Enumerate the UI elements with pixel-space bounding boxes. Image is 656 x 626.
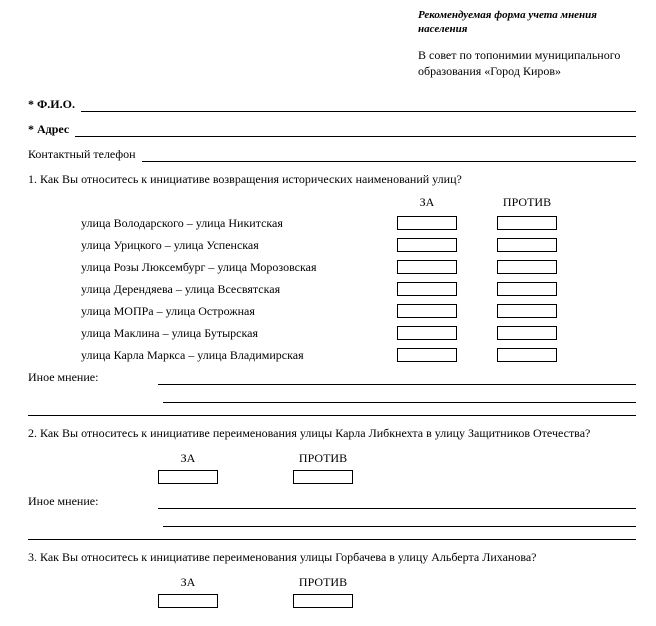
street-protiv-box[interactable]: [497, 282, 557, 296]
street-protiv-box[interactable]: [497, 348, 557, 362]
address-label: * Адрес: [28, 122, 75, 137]
street-row: улица Володарского – улица Никитская: [28, 216, 636, 231]
question-1: 1. Как Вы относитесь к инициативе возвра…: [28, 172, 636, 187]
header-italic: Рекомендуемая форма учета мнения населен…: [418, 8, 636, 37]
street-row: улица Дерендяева – улица Всесвятская: [28, 282, 636, 297]
header-line2: образования «Город Киров»: [418, 64, 561, 78]
street-za-box[interactable]: [397, 304, 457, 318]
q2-other-input-1[interactable]: [158, 497, 636, 509]
q2-za-box[interactable]: [158, 470, 218, 484]
q2-other-input-2[interactable]: [163, 515, 636, 527]
street-protiv-box[interactable]: [497, 216, 557, 230]
street-za-box[interactable]: [397, 216, 457, 230]
address-input-line[interactable]: [75, 125, 636, 137]
street-label: улица Володарского – улица Никитская: [81, 216, 388, 231]
street-label: улица МОПРа – улица Острожная: [81, 304, 388, 319]
address-field: * Адрес: [28, 122, 636, 137]
fio-label: * Ф.И.О.: [28, 97, 81, 112]
street-label: улица Карла Маркса – улица Владимирская: [81, 348, 388, 363]
q2-protiv-header: ПРОТИВ: [283, 451, 363, 466]
q2-other-row: Иное мнение:: [28, 494, 636, 509]
header-addressee: В совет по топонимии муниципального обра…: [418, 47, 636, 79]
q3-za-box[interactable]: [158, 594, 218, 608]
q1-other-label: Иное мнение:: [28, 370, 158, 385]
street-za-box[interactable]: [397, 348, 457, 362]
phone-input-line[interactable]: [142, 150, 636, 162]
street-label: улица Урицкого – улица Успенская: [81, 238, 388, 253]
q1-other-input-1[interactable]: [158, 373, 636, 385]
street-za-box[interactable]: [397, 282, 457, 296]
street-za-box[interactable]: [397, 326, 457, 340]
street-row: улица Урицкого – улица Успенская: [28, 238, 636, 253]
q3-boxes: [28, 594, 636, 608]
q1-vote-header: ЗА ПРОТИВ: [28, 195, 636, 210]
phone-label: Контактный телефон: [28, 147, 142, 162]
question-2: 2. Как Вы относитесь к инициативе переим…: [28, 426, 636, 441]
street-protiv-box[interactable]: [497, 304, 557, 318]
divider-2: [28, 539, 636, 540]
q3-za-header: ЗА: [148, 575, 228, 590]
q1-protiv-header: ПРОТИВ: [488, 195, 566, 210]
fio-input-line[interactable]: [81, 100, 636, 112]
street-label: улица Маклина – улица Бутырская: [81, 326, 388, 341]
q3-vote-header: ЗА ПРОТИВ: [28, 575, 636, 590]
q2-protiv-box[interactable]: [293, 470, 353, 484]
street-protiv-box[interactable]: [497, 238, 557, 252]
question-3: 3. Как Вы относитесь к инициативе переим…: [28, 550, 636, 565]
street-row: улица МОПРа – улица Острожная: [28, 304, 636, 319]
q2-vote-header: ЗА ПРОТИВ: [28, 451, 636, 466]
q2-other-label: Иное мнение:: [28, 494, 158, 509]
street-label: улица Розы Люксембург – улица Морозовска…: [81, 260, 388, 275]
street-row: улица Маклина – улица Бутырская: [28, 326, 636, 341]
street-protiv-box[interactable]: [497, 260, 557, 274]
header-line1: В совет по топонимии муниципального: [418, 48, 620, 62]
q2-za-header: ЗА: [148, 451, 228, 466]
q3-protiv-box[interactable]: [293, 594, 353, 608]
phone-field: Контактный телефон: [28, 147, 636, 162]
q1-other-row: Иное мнение:: [28, 370, 636, 385]
q1-streets-list: улица Володарского – улица Никитская улиц…: [28, 216, 636, 363]
street-protiv-box[interactable]: [497, 326, 557, 340]
fio-field: * Ф.И.О.: [28, 97, 636, 112]
q3-protiv-header: ПРОТИВ: [283, 575, 363, 590]
q2-boxes: [28, 470, 636, 484]
street-za-box[interactable]: [397, 238, 457, 252]
header-italic-line1: Рекомендуемая форма учета мнения: [418, 9, 597, 21]
street-za-box[interactable]: [397, 260, 457, 274]
street-label: улица Дерендяева – улица Всесвятская: [81, 282, 388, 297]
street-row: улица Карла Маркса – улица Владимирская: [28, 348, 636, 363]
q1-other-input-2[interactable]: [163, 391, 636, 403]
street-row: улица Розы Люксембург – улица Морозовска…: [28, 260, 636, 275]
document-header: Рекомендуемая форма учета мнения населен…: [418, 8, 636, 79]
header-italic-line2: населения: [418, 23, 467, 35]
divider-1: [28, 415, 636, 416]
q1-za-header: ЗА: [388, 195, 466, 210]
